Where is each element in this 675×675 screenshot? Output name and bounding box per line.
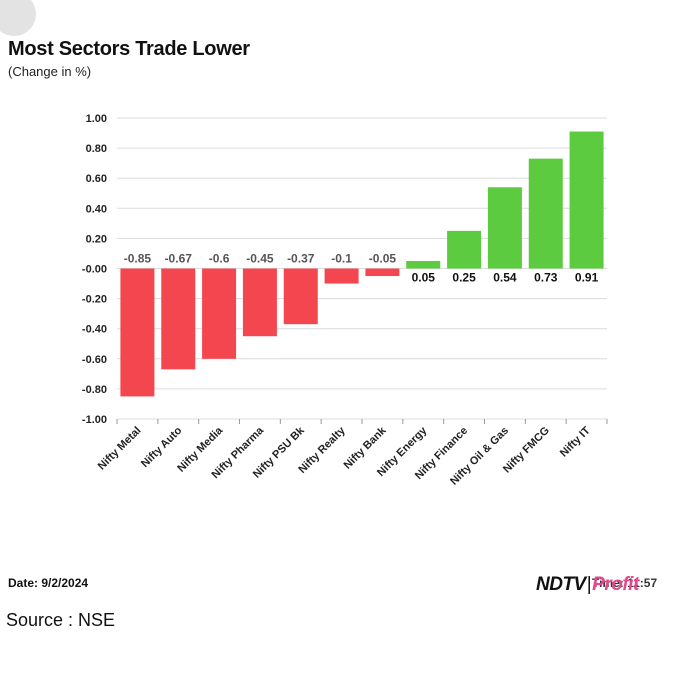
data-label: 0.73 (534, 271, 558, 285)
bar (569, 131, 604, 269)
brand-separator: | (586, 574, 592, 595)
y-tick-label: 1.00 (86, 113, 107, 125)
data-label: -0.05 (369, 252, 397, 266)
y-tick-label: -0.40 (82, 324, 107, 336)
x-category-label: Nifty Metal (96, 425, 144, 473)
bar (528, 158, 563, 269)
date-label: Date: 9/2/2024 (8, 576, 89, 590)
y-tick-label: -0.00 (82, 264, 107, 276)
chart-title: Most Sectors Trade Lower (8, 38, 250, 60)
y-tick-label: 0.60 (86, 173, 107, 185)
bar (324, 268, 359, 284)
bar (283, 268, 318, 325)
brand-accent: Profit (592, 574, 639, 595)
data-label: -0.6 (209, 252, 230, 266)
brand-logo: NDTV|Profit (536, 574, 639, 596)
y-tick-label: -1.00 (82, 414, 107, 426)
data-label: -0.37 (287, 252, 315, 266)
y-tick-label: -0.20 (82, 294, 107, 306)
data-label: -0.45 (246, 252, 274, 266)
bar (120, 268, 155, 397)
bar (202, 268, 237, 359)
bar (242, 268, 277, 337)
data-label: 0.54 (493, 271, 517, 285)
bar (487, 187, 522, 269)
y-tick-label: 0.80 (86, 143, 107, 155)
bar (365, 268, 400, 277)
y-tick-label: -0.80 (82, 384, 107, 396)
bar-chart: 1.000.800.600.400.20-0.00-0.20-0.40-0.60… (82, 113, 608, 488)
data-label: 0.05 (412, 271, 436, 285)
chart-subtitle: (Change in %) (8, 64, 92, 79)
data-label: -0.67 (165, 252, 193, 266)
y-tick-label: 0.20 (86, 233, 107, 245)
data-label: 0.91 (575, 271, 599, 285)
x-category-label: Nifty IT (558, 424, 593, 459)
data-label: 0.25 (452, 271, 476, 285)
time-label: Time: 11:57 (592, 576, 658, 590)
data-label: -0.85 (124, 252, 152, 266)
y-tick-label: 0.40 (86, 203, 107, 215)
bar (406, 260, 441, 269)
bar (447, 230, 482, 269)
data-label: -0.1 (331, 252, 352, 266)
y-tick-label: -0.60 (82, 354, 107, 366)
source-label: Source : NSE (6, 610, 116, 630)
brand-main: NDTV (536, 574, 586, 595)
bar (161, 268, 196, 370)
